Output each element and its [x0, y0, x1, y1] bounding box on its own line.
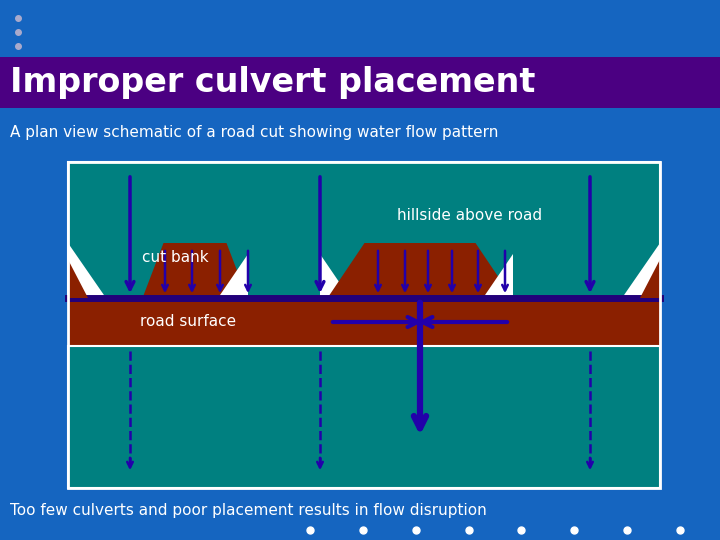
- Polygon shape: [143, 243, 248, 298]
- Bar: [68, 346, 660, 488]
- Text: Too few culverts and poor placement results in flow disruption: Too few culverts and poor placement resu…: [10, 503, 487, 517]
- Text: road surface: road surface: [140, 314, 236, 329]
- Polygon shape: [320, 254, 350, 298]
- Polygon shape: [622, 243, 660, 298]
- Polygon shape: [483, 254, 513, 298]
- Polygon shape: [640, 260, 660, 298]
- Text: hillside above road: hillside above road: [397, 207, 543, 222]
- Text: A plan view schematic of a road cut showing water flow pattern: A plan view schematic of a road cut show…: [10, 125, 498, 139]
- Bar: [68, 298, 660, 346]
- Text: Improper culvert placement: Improper culvert placement: [10, 66, 536, 99]
- Text: cut bank: cut bank: [142, 251, 208, 266]
- Polygon shape: [68, 243, 106, 298]
- Polygon shape: [68, 260, 88, 298]
- Polygon shape: [328, 243, 513, 298]
- Polygon shape: [218, 254, 248, 298]
- Bar: [68, 162, 660, 298]
- Bar: [0, 57, 720, 108]
- Bar: [68, 162, 660, 488]
